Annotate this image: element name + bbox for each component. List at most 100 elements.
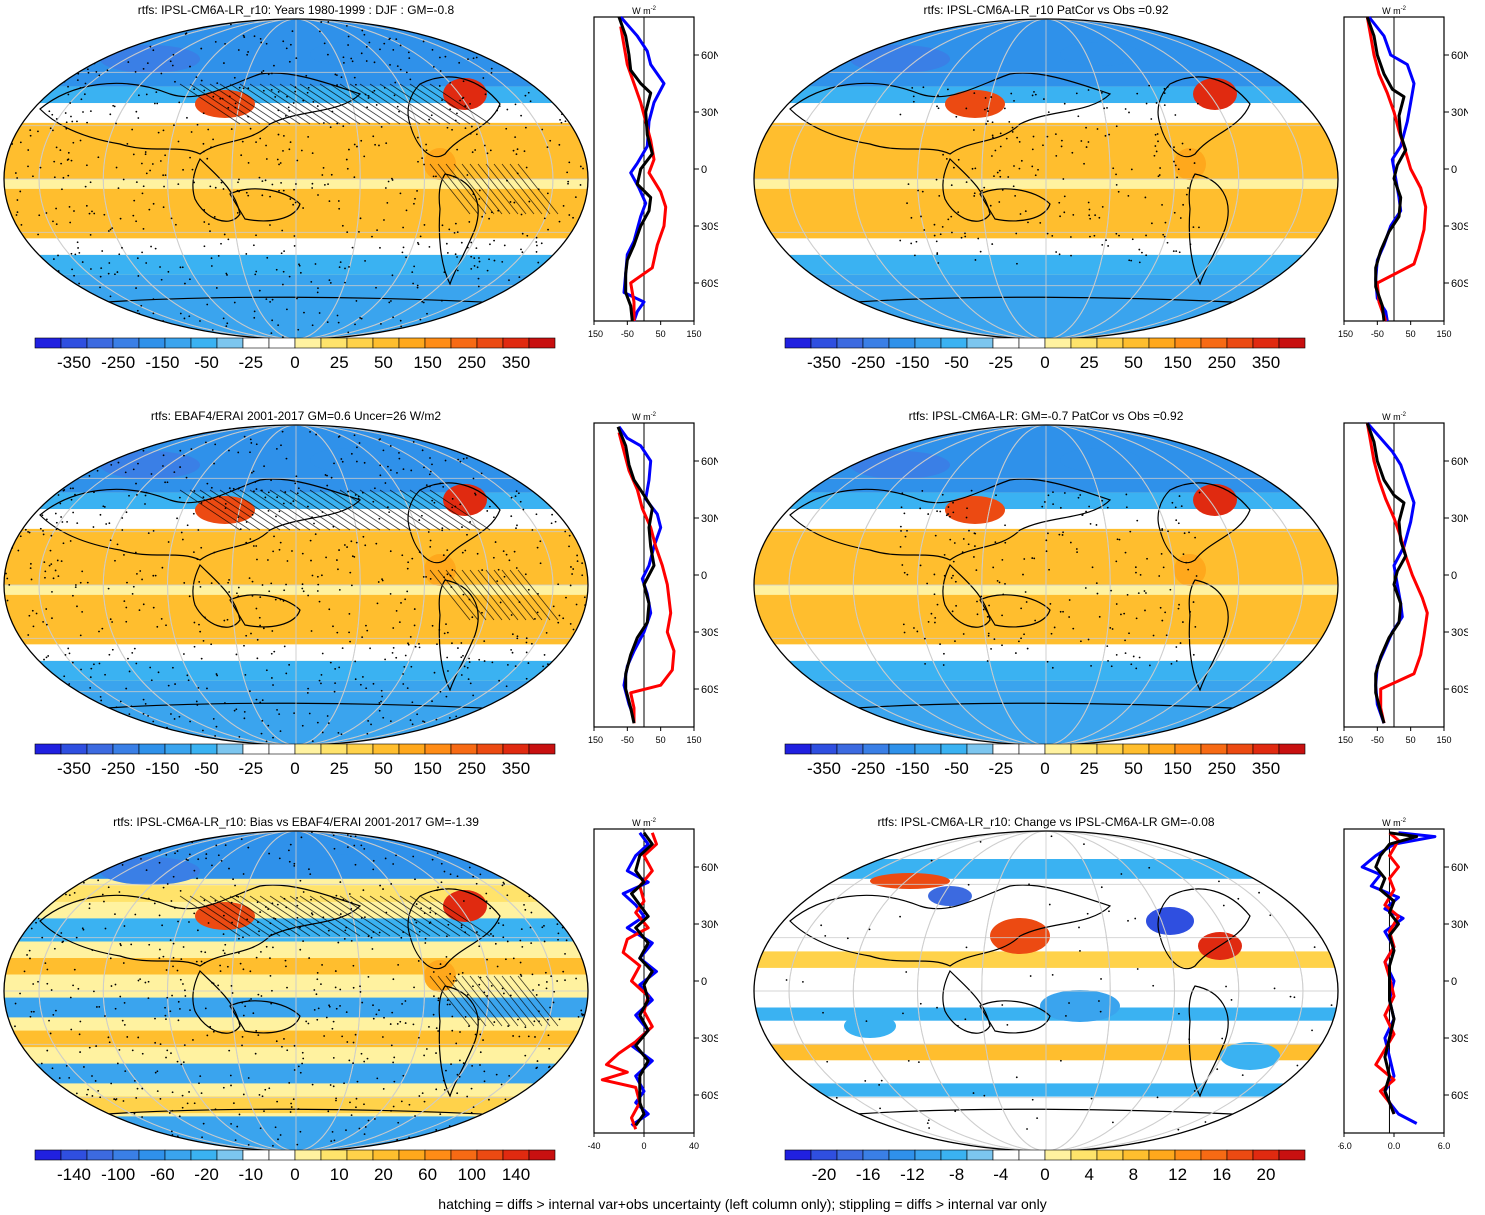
stipple-dot: [260, 71, 263, 74]
stipple-dot: [103, 29, 106, 32]
stipple-dot: [530, 642, 533, 645]
stipple-dot: [562, 708, 565, 711]
stipple-dot: [223, 233, 226, 236]
stipple-dot: [545, 987, 548, 990]
stipple-dot: [259, 596, 262, 599]
stipple-dot: [0, 174, 1, 176]
stipple-dot: [142, 67, 145, 70]
stipple-dot: [1158, 575, 1161, 577]
stipple-dot: [172, 875, 175, 878]
colorbar-swatch: [372, 1149, 400, 1161]
coastline: [407, 888, 501, 970]
stipple-dot: [482, 1039, 484, 1041]
stipple-dot: [206, 303, 209, 306]
stipple-dot: [93, 430, 96, 432]
stipple-dot: [1188, 531, 1190, 534]
stipple-dot: [92, 526, 95, 528]
stipple-dot: [485, 832, 487, 834]
hatch-line: [399, 489, 461, 531]
stipple-dot: [439, 963, 442, 965]
panel-title: rtfs: EBAF4/ERAI 2001-2017 GM=0.6 Uncer=…: [150, 409, 442, 423]
stipple-dot: [490, 67, 493, 70]
stipple-dot: [52, 258, 55, 260]
hatch-line: [509, 975, 551, 1027]
stipple-dot: [1028, 883, 1030, 886]
stipple-dot: [936, 1006, 938, 1009]
stipple-dot: [258, 616, 261, 619]
colorbar-swatch: [398, 743, 426, 755]
stipple-dot: [945, 157, 948, 160]
stipple-dot: [354, 323, 356, 326]
stipple-dot: [516, 148, 519, 151]
stipple-dot: [76, 463, 79, 465]
stipple-dot: [11, 692, 14, 695]
colorbar-swatch: [1018, 337, 1046, 349]
colorbar-label: 0: [1040, 759, 1049, 778]
stipple-dot: [342, 56, 345, 59]
stipple-dot: [375, 542, 378, 545]
stipple-dot: [372, 682, 375, 685]
stipple-dot: [399, 192, 402, 195]
stipple-dot: [132, 214, 135, 217]
stipple-dot: [70, 309, 73, 312]
stipple-dot: [135, 287, 137, 289]
stipple-dot: [543, 329, 546, 331]
stipple-dot: [967, 543, 970, 546]
stipple-dot: [507, 1025, 510, 1027]
stipple-dot: [515, 527, 517, 530]
stipple-dot: [1107, 245, 1110, 247]
stipple-dot: [949, 906, 951, 909]
map-anomaly: [844, 1014, 896, 1038]
stipple-dot: [899, 915, 901, 918]
stipple-dot: [520, 213, 523, 216]
stipple-dot: [30, 466, 33, 469]
hatch-line: [179, 83, 241, 125]
stipple-dot: [496, 109, 499, 112]
stipple-dot: [571, 455, 574, 457]
stipple-dot: [162, 454, 165, 457]
stipple-dot: [1032, 135, 1035, 138]
stipple-dot: [359, 317, 362, 319]
stipple-dot: [1144, 609, 1146, 612]
stipple-dot: [23, 479, 25, 482]
stipple-dot: [378, 144, 380, 147]
stipple-dot: [372, 500, 375, 503]
graticule-lon: [788, 19, 1304, 339]
stipple-dot: [7, 722, 9, 725]
stipple-dot: [417, 243, 420, 246]
stipple-dot: [74, 253, 77, 256]
zonal-line-black: [616, 426, 656, 724]
stipple-dot: [211, 864, 213, 867]
stipple-dot: [939, 510, 942, 513]
stipple-dot: [1086, 912, 1089, 915]
map-anomaly: [1146, 907, 1194, 935]
stipple-dot: [169, 60, 172, 63]
stipple-dot: [846, 827, 848, 829]
stipple-dot: [166, 1049, 169, 1052]
stipple-dot: [4, 656, 6, 659]
stipple-dot: [1163, 92, 1166, 94]
stipple-dot: [241, 1001, 244, 1004]
stipple-dot: [40, 66, 43, 69]
stipple-dot: [152, 298, 155, 301]
stipple-dot: [515, 567, 518, 569]
stipple-dot: [359, 991, 362, 993]
stipple-dot: [511, 633, 514, 636]
stipple-dot: [133, 199, 136, 202]
stipple-dot: [1047, 494, 1050, 497]
stipple-dot: [1099, 1010, 1102, 1013]
stipple-dot: [415, 921, 418, 924]
stipple-dot: [336, 631, 339, 634]
stipple-dot: [200, 546, 203, 549]
colorbar-swatch: [450, 1149, 478, 1161]
colorbar-swatch: [346, 743, 374, 755]
stipple-dot: [991, 243, 994, 245]
stipple-dot: [540, 489, 542, 491]
stipple-dot: [160, 72, 163, 75]
stipple-dot: [52, 19, 55, 22]
stipple-dot: [37, 980, 39, 983]
stipple-dot: [1001, 644, 1003, 647]
stipple-dot: [518, 1035, 521, 1038]
stipple-dot: [396, 471, 398, 474]
stipple-dot: [347, 331, 350, 334]
